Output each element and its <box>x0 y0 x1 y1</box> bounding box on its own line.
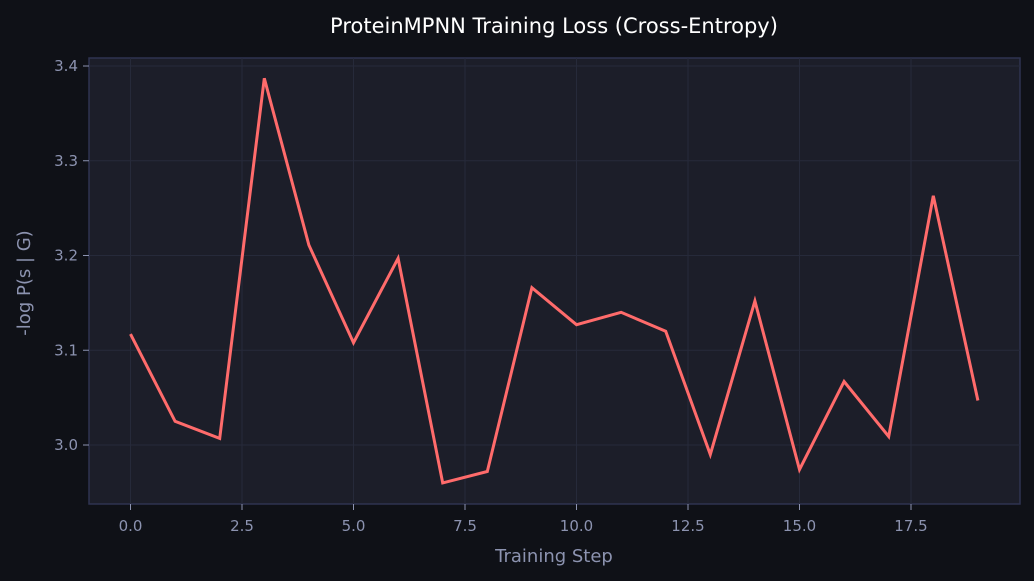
y-tick-label: 3.4 <box>54 57 78 75</box>
y-axis-label: -log P(s | G) <box>14 230 35 335</box>
plot-area <box>88 57 1021 505</box>
y-tick-label: 3.0 <box>54 436 78 454</box>
y-tick-label: 3.1 <box>54 341 78 359</box>
x-tick-label: 17.5 <box>894 517 927 535</box>
y-axis-ticks: 3.0 3.1 3.2 3.3 3.4 <box>54 57 89 454</box>
x-tick-label: 5.0 <box>342 517 366 535</box>
x-tick-label: 7.5 <box>453 517 477 535</box>
x-tick-label: 10.0 <box>560 517 593 535</box>
x-axis-ticks: 0.0 2.5 5.0 7.5 10.0 12.5 15.0 17.5 <box>119 504 928 535</box>
x-axis-label: Training Step <box>494 546 613 567</box>
grid-lines <box>89 58 1020 504</box>
y-tick-label: 3.2 <box>54 247 78 265</box>
x-tick-label: 2.5 <box>230 517 254 535</box>
x-tick-label: 0.0 <box>119 517 143 535</box>
x-tick-label: 15.0 <box>783 517 816 535</box>
chart-title: ProteinMPNN Training Loss (Cross-Entropy… <box>330 14 778 38</box>
y-tick-label: 3.3 <box>54 152 78 170</box>
loss-line <box>129 77 980 485</box>
x-tick-label: 12.5 <box>671 517 704 535</box>
